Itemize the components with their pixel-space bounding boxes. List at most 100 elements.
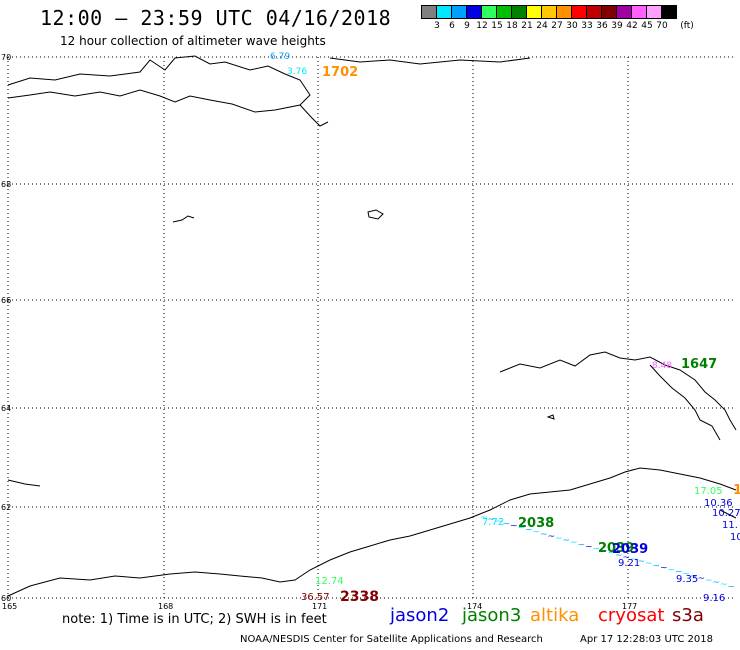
island-2 (172, 215, 195, 223)
latitude-label: 68 (1, 180, 11, 189)
track-value: ~ (510, 521, 518, 531)
track-value: ~ (713, 578, 721, 588)
observation-label: 12.74 (315, 576, 344, 587)
latitude-label: 66 (1, 296, 11, 305)
legend-swatches (421, 5, 740, 19)
legend-label: 39 (611, 21, 623, 31)
satellite-cryosat: cryosat (598, 605, 665, 626)
longitude-label: 174 (467, 602, 482, 611)
coastline-southeast (719, 509, 737, 519)
observation-label: 1647 (681, 357, 717, 372)
longitude-label: 168 (158, 602, 173, 611)
footer-timestamp: Apr 17 12:28:03 UTC 2018 (580, 634, 713, 645)
observation-label: 17.05 (694, 486, 723, 497)
observation-label: 2039 (598, 541, 634, 556)
satellite-altika: altika (530, 605, 580, 626)
observation-label: 9.21 (618, 558, 640, 569)
track-value: ~ (608, 549, 616, 559)
track-value: ~ (548, 532, 556, 542)
track-value: ~ (525, 526, 533, 536)
track-value: ~ (503, 519, 511, 529)
observation-label: 2038 (518, 516, 554, 531)
track-value: ~ (630, 555, 638, 565)
observation-label: 10 (730, 532, 740, 543)
observation-label: 8.48 (652, 361, 672, 371)
legend-label: 24 (536, 21, 548, 31)
track-value: ~ (615, 551, 623, 561)
coastline-west-small (7, 479, 41, 487)
observation-label: 6.79 (270, 52, 290, 62)
track-value: ~ (570, 538, 578, 548)
map-frame (8, 57, 736, 600)
coastline-norton-sound (649, 364, 721, 441)
observation-label: 2039 (612, 542, 648, 557)
longitude-label: 165 (2, 602, 17, 611)
track-value: ~ (600, 547, 608, 557)
legend-label: 6 (449, 21, 455, 31)
legend-labels: 3 6 9 12 15 18 21 24 27 30 33 36 39 42 45 70 (ft) (422, 19, 740, 31)
map-title: 12:00 – 23:59 UTC 04/16/2018 (40, 6, 392, 30)
observation-label: 1702 (322, 65, 358, 80)
track-value: ~ (555, 534, 563, 544)
observation-label: 1 (733, 483, 740, 498)
track-value: ~ (495, 517, 503, 527)
track-value: ~ (645, 559, 653, 569)
observation-label: 3.76 (287, 67, 307, 77)
legend-label: 15 (491, 21, 503, 31)
observation-label: 36.57 (301, 592, 330, 603)
track-value: ~ (720, 580, 728, 590)
track-value: ~ (518, 524, 526, 534)
legend-label: 18 (506, 21, 518, 31)
footer-credit: NOAA/NESDIS Center for Satellite Applica… (240, 634, 543, 645)
color-legend: 3 6 9 12 15 18 21 24 27 30 33 36 39 42 45 70 (ft) (421, 5, 740, 31)
track-value: ~ (683, 570, 691, 580)
track-value: ~ (698, 574, 706, 584)
satellite-jason2: jason2 (390, 605, 450, 626)
coastline-seward-peninsula (499, 351, 737, 431)
legend-label: 33 (581, 21, 593, 31)
latitude-labels: 70 68 66 64 62 60 (1, 53, 11, 603)
legend-label: 27 (551, 21, 563, 31)
satellite-track: ~ ~ ~ ~ ~ ~ ~ ~ ~ ~ ~ ~ ~ ~ ~ ~ ~ ~ ~ ~ ~ ~ ~ ~ ~ ~ ~ ~ ~ ~ ~ ~ ~ ~ (480, 513, 735, 592)
track-value: ~ (675, 568, 683, 578)
island-1 (367, 209, 384, 220)
latitude-label: 62 (1, 503, 11, 512)
map-subtitle: 12 hour collection of altimeter wave hei… (60, 34, 326, 48)
track-value: ~ (578, 540, 586, 550)
track-value: ~ (480, 513, 488, 523)
observation-label: 2338 (340, 589, 379, 605)
track-value: ~ (563, 536, 571, 546)
track-value: ~ (690, 572, 698, 582)
track-value: ~ (638, 557, 646, 567)
observation-label: 10.27 (712, 508, 740, 519)
legend-label: 45 (641, 21, 653, 31)
legend-unit: (ft) (680, 21, 694, 31)
longitude-label: 171 (312, 602, 327, 611)
legend-label: 9 (464, 21, 470, 31)
track-value: ~ (585, 542, 593, 552)
longitude-labels: 165 168 171 174 177 (2, 602, 637, 611)
legend-swatch (661, 5, 677, 19)
coastline-chukotka-east (299, 104, 329, 127)
track-value: ~ (593, 545, 601, 555)
legend-label: 30 (566, 21, 578, 31)
observation-label: 9.35 (676, 574, 698, 585)
track-value: ~ (660, 563, 668, 573)
legend-label: 36 (596, 21, 608, 31)
track-value: ~ (705, 576, 713, 586)
track-value: ~ (623, 553, 631, 563)
observation-label: 9.16 (703, 593, 725, 604)
track-value: ~ (653, 561, 661, 571)
coastline-north-mainland (329, 57, 531, 65)
observation-label: 11. (722, 520, 738, 531)
coastline-chukotka (7, 55, 311, 113)
latitude-label: 60 (1, 594, 11, 603)
coastline (7, 55, 737, 597)
coastline-chukotka-south (7, 467, 737, 597)
graticule (7, 56, 736, 600)
legend-label: 70 (656, 21, 668, 31)
latitude-label: 70 (1, 53, 11, 62)
latitude-label: 64 (1, 404, 11, 413)
track-value: ~ (533, 528, 541, 538)
